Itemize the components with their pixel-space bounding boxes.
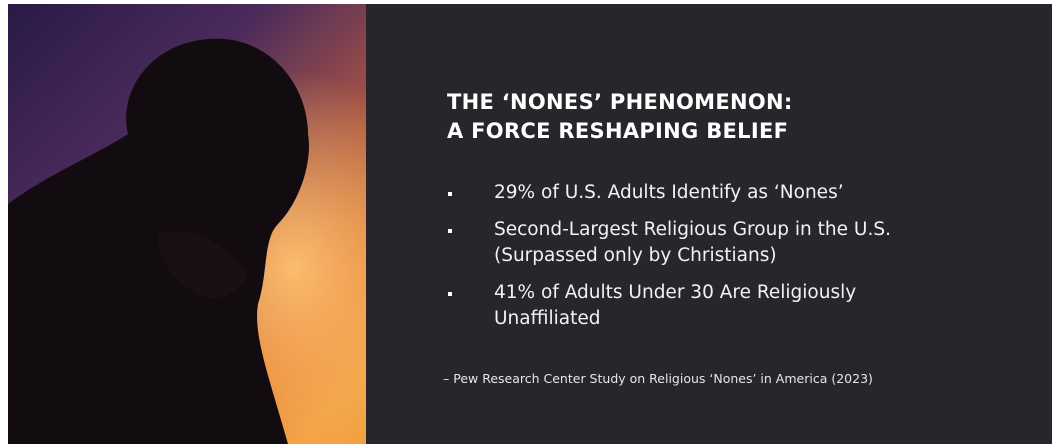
slide-title: THE ‘NONES’ PHENOMENON: A FORCE RESHAPIN… — [447, 88, 793, 146]
bullet-text: 41% of Adults Under 30 Are Religiously U… — [494, 282, 856, 329]
bullet-item: Second-Largest Religious Group in the U.… — [448, 217, 964, 269]
photo — [8, 4, 366, 444]
bullet-item: 41% of Adults Under 30 Are Religiously U… — [448, 280, 964, 332]
slide: THE ‘NONES’ PHENOMENON: A FORCE RESHAPIN… — [0, 0, 1052, 444]
bullet-marker — [448, 192, 452, 196]
source-citation: – Pew Research Center Study on Religious… — [443, 371, 873, 386]
bullet-item: 29% of U.S. Adults Identify as ‘Nones’ — [448, 180, 964, 206]
title-line: THE ‘NONES’ PHENOMENON: — [447, 88, 793, 117]
bullet-list: 29% of U.S. Adults Identify as ‘Nones’ S… — [448, 180, 968, 343]
bullet-marker — [448, 292, 452, 296]
text-panel: THE ‘NONES’ PHENOMENON: A FORCE RESHAPIN… — [366, 4, 1052, 444]
bullet-text: Second-Largest Religious Group in the U.… — [494, 219, 891, 266]
bullet-text: 29% of U.S. Adults Identify as ‘Nones’ — [494, 182, 844, 203]
title-line: A FORCE RESHAPING BELIEF — [447, 117, 793, 146]
bullet-marker — [448, 229, 452, 233]
